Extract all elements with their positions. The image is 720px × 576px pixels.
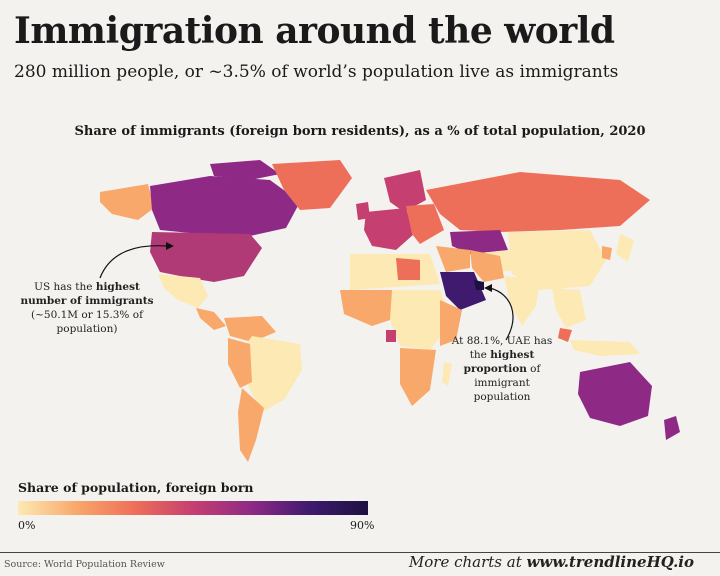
region-east-africa <box>440 300 462 346</box>
footer-divider <box>0 552 720 553</box>
region-kazakhstan <box>450 230 508 254</box>
source-note: Source: World Population Review <box>4 559 165 570</box>
region-uae <box>474 280 484 290</box>
region-southern-africa <box>400 348 436 406</box>
page-subtitle: 280 million people, or ~3.5% of world’s … <box>14 62 619 82</box>
region-korea <box>602 246 612 260</box>
region-indonesia <box>570 340 640 356</box>
region-mongolia-china <box>508 230 606 290</box>
us-arrow <box>99 245 167 279</box>
region-venezuela-colombia <box>224 316 276 342</box>
uae-arrow-head <box>484 284 492 292</box>
region-japan <box>616 234 634 262</box>
annotation-us: US has the highest number of immigrants … <box>20 281 154 335</box>
uae-arrow <box>489 287 514 341</box>
us-arrow-head <box>166 242 174 250</box>
world-map <box>99 160 680 462</box>
region-eastern-europe <box>406 204 444 244</box>
region-brazil <box>238 336 302 412</box>
region-malaysia-singapore <box>558 328 572 342</box>
region-greenland <box>272 160 352 210</box>
region-argentina-chile <box>238 388 264 462</box>
region-iran-afghanistan <box>470 250 504 282</box>
region-australia <box>578 362 652 426</box>
annotation-uae: At 88.1%, UAE has the highest proportion… <box>451 335 553 403</box>
region-north-africa <box>350 254 440 290</box>
region-madagascar <box>442 362 452 386</box>
region-libya <box>396 258 420 280</box>
region-usa <box>150 232 262 282</box>
region-west-africa <box>340 290 396 326</box>
region-middle-east <box>436 246 470 272</box>
region-peru-bolivia <box>228 338 252 388</box>
region-india <box>504 276 540 326</box>
legend-min-label: 0% <box>18 519 36 532</box>
region-canada <box>150 176 300 236</box>
region-gabon <box>386 330 396 342</box>
region-alaska <box>100 184 154 220</box>
region-central-africa <box>390 290 452 350</box>
region-canada-islands <box>210 160 280 180</box>
region-russia <box>426 172 650 232</box>
legend-color-bar <box>18 501 368 515</box>
legend-title: Share of population, foreign born <box>18 480 254 495</box>
region-mexico <box>158 274 208 308</box>
more-charts-link[interactable]: More charts at www.trendlineHQ.io <box>408 553 694 571</box>
region-new-zealand <box>664 416 680 440</box>
page-title: Immigration around the world <box>14 10 615 52</box>
region-southeast-asia <box>552 288 586 328</box>
region-scandinavia <box>384 170 426 212</box>
map-heading: Share of immigrants (foreign born reside… <box>74 124 646 139</box>
region-western-europe <box>364 208 414 250</box>
region-uk <box>356 202 370 220</box>
legend-max-label: 90% <box>350 519 375 532</box>
region-central-america <box>196 308 226 330</box>
